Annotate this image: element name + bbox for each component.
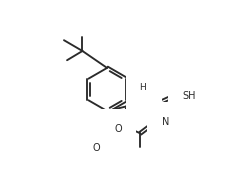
Text: N: N (162, 117, 169, 127)
Text: O: O (93, 143, 100, 153)
Text: O: O (114, 124, 122, 134)
Text: N: N (140, 90, 148, 100)
Text: SH: SH (183, 91, 196, 101)
Text: H: H (139, 83, 146, 92)
